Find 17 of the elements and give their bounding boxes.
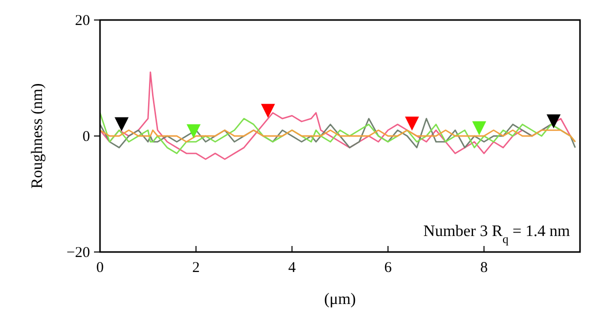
point xyxy=(546,114,561,128)
x-tick-label: 4 xyxy=(288,260,296,276)
x-tick-label: 2 xyxy=(192,260,200,276)
x-tick-label: 0 xyxy=(96,260,104,276)
x-tick-label: 8 xyxy=(480,260,488,276)
point xyxy=(114,117,129,132)
y-tick-label: 0 xyxy=(82,129,90,145)
point xyxy=(186,124,201,138)
point xyxy=(261,104,275,118)
y-tick-label: 20 xyxy=(75,13,90,29)
x-tick-label: 6 xyxy=(384,260,392,276)
y-axis-title: Roughness (nm) xyxy=(29,83,46,189)
point xyxy=(405,116,419,131)
annotation: Number 3 R$_{q}$ = 1.4 nm xyxy=(423,223,571,246)
y-tick-label: −20 xyxy=(66,245,90,261)
x-axis-title: (μm) xyxy=(324,291,356,308)
point xyxy=(472,121,486,136)
